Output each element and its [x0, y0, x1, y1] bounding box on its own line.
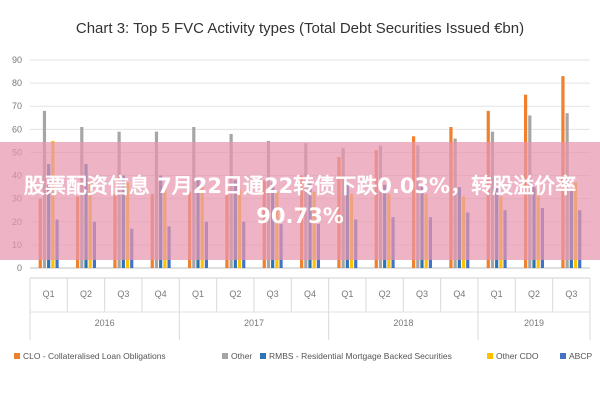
headline-text: 股票配资信息 7月22日通22转债下跌0.03%，转股溢价率90.73%: [23, 174, 577, 228]
x-tick-label: Q2: [379, 289, 391, 299]
x-tick-label: Q3: [416, 289, 428, 299]
headline-banner: 股票配资信息 7月22日通22转债下跌0.03%，转股溢价率90.73%: [0, 142, 600, 260]
legend-swatch: [260, 353, 266, 359]
x-tick-label: Q2: [80, 289, 92, 299]
x-tick-label: Q1: [341, 289, 353, 299]
legend-label: CLO - Collateralised Loan Obligations: [23, 351, 166, 361]
year-label: 2018: [393, 318, 413, 328]
x-tick-label: Q1: [192, 289, 204, 299]
legend-label: ABCP: [569, 351, 592, 361]
legend-swatch: [14, 353, 20, 359]
legend-label: Other CDO: [496, 351, 539, 361]
legend: CLO - Collateralised Loan Obligations Oth…: [14, 351, 592, 361]
y-tick-label: 70: [12, 101, 22, 111]
legend-label: Other: [231, 351, 252, 361]
y-tick-label: 80: [12, 78, 22, 88]
chart-title: Chart 3: Top 5 FVC Activity types (Total…: [76, 20, 524, 37]
x-tick-label: Q4: [155, 289, 167, 299]
x-tick-label: Q3: [117, 289, 129, 299]
year-label: 2019: [524, 318, 544, 328]
x-tick-label: Q3: [267, 289, 279, 299]
x-tick-label: Q3: [565, 289, 577, 299]
year-label: 2016: [95, 318, 115, 328]
legend-swatch: [487, 353, 493, 359]
legend-swatch: [560, 353, 566, 359]
legend-swatch: [222, 353, 228, 359]
x-tick-label: Q1: [43, 289, 55, 299]
legend-label: RMBS - Residential Mortgage Backed Secur…: [269, 351, 452, 361]
x-tick-label: Q2: [229, 289, 241, 299]
x-tick-label: Q2: [528, 289, 540, 299]
year-label: 2017: [244, 318, 264, 328]
x-tick-label: Q1: [491, 289, 503, 299]
y-tick-label: 0: [17, 263, 22, 273]
x-tick-label: Q4: [453, 289, 465, 299]
x-tick-label: Q4: [304, 289, 316, 299]
x-axis: Q1 Q2 Q3 Q4 Q1 Q2 Q3 Q4 Q1 Q2 Q3 Q4 Q1 Q2 Q3 2016 2017 20…: [29, 277, 591, 340]
y-tick-label: 60: [12, 124, 22, 134]
y-tick-label: 90: [12, 55, 22, 65]
